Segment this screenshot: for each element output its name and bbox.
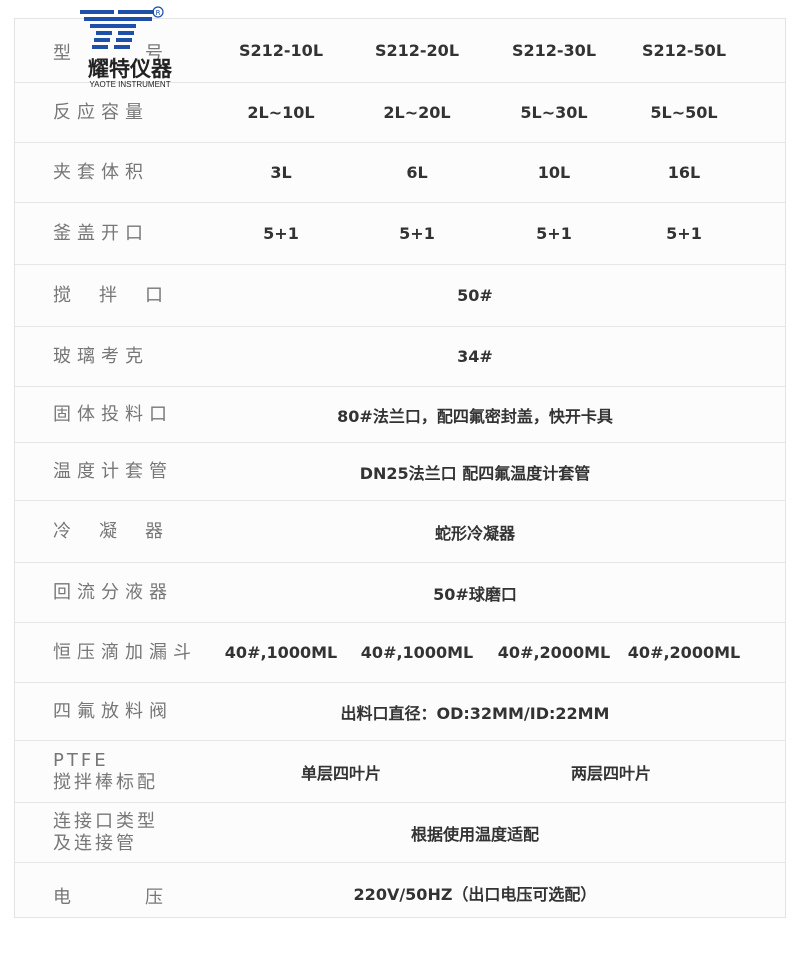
row-value: 2L~20L — [383, 103, 451, 122]
row-label: 玻璃考克 — [53, 345, 149, 367]
row-value: 5+1 — [399, 224, 435, 243]
row-label-char: 电 — [53, 887, 71, 908]
row-label-char: 冷 — [53, 520, 71, 542]
yaote-logo: R 耀特仪器 YAOTE INSTRUMENT — [80, 6, 180, 90]
row-value: 5+1 — [536, 224, 572, 243]
row-value: 出料口直径：OD:32MM/ID:22MM — [340, 703, 610, 723]
row-label-char: 压 — [145, 887, 163, 908]
row-value: 50# — [457, 286, 493, 305]
row-label: 回流分液器 — [53, 581, 173, 603]
row-label-char: 型 — [53, 43, 71, 64]
table-row: 反应容量 2L~10L 2L~20L 5L~30L 5L~50L — [15, 83, 785, 143]
table-row: 四氟放料阀 出料口直径：OD:32MM/ID:22MM — [15, 683, 785, 741]
row-value: 34# — [457, 347, 493, 366]
row-value: 单层四叶片 — [300, 763, 381, 783]
table-row: 釜盖开口 5+1 5+1 5+1 5+1 — [15, 203, 785, 265]
table-row: 玻璃考克 34# — [15, 327, 785, 387]
row-label-line: 搅拌棒标配 — [53, 771, 158, 793]
row-value: 80#法兰口，配四氟密封盖，快开卡具 — [337, 406, 613, 426]
row-label: 连接口类型 及连接管 — [53, 803, 158, 862]
row-value: 40#,1000ML — [360, 643, 474, 662]
row-value: 根据使用温度适配 — [410, 824, 539, 844]
row-value: 蛇形冷凝器 — [434, 523, 515, 543]
row-label: 型号 — [53, 19, 163, 82]
row-value: S212-30L — [511, 41, 597, 60]
table-row: 回流分液器 50#球磨口 — [15, 563, 785, 623]
row-value: 5L~50L — [650, 103, 718, 122]
svg-text:YAOTE INSTRUMENT: YAOTE INSTRUMENT — [89, 80, 170, 89]
row-label-char: 凝 — [99, 520, 117, 542]
row-label: PTFE 搅拌棒标配 — [53, 741, 158, 802]
row-value: 10L — [537, 163, 571, 182]
row-value: 40#,2000ML — [497, 643, 611, 662]
row-label: 温度计套管 — [53, 460, 173, 482]
table-row: PTFE 搅拌棒标配 单层四叶片 两层四叶片 — [15, 741, 785, 803]
table-row: 夹套体积 3L 6L 10L 16L — [15, 143, 785, 203]
svg-text:耀特仪器: 耀特仪器 — [88, 57, 173, 81]
row-label-line: 及连接管 — [53, 832, 137, 854]
row-value: 40#,2000ML — [627, 643, 741, 662]
row-label: 搅拌口 — [53, 265, 163, 326]
row-value: 6L — [406, 163, 428, 182]
row-label: 恒压滴加漏斗 — [53, 641, 197, 663]
row-label: 釜盖开口 — [53, 222, 149, 244]
table-row: 型号 S212-10L S212-20L S212-30L S212-50L — [15, 19, 785, 83]
row-label: 冷凝器 — [53, 501, 163, 562]
table-row: 冷 凝 器 蛇形冷凝器 — [15, 501, 785, 563]
row-label: 电压 — [53, 863, 163, 919]
row-value: DN25法兰口 配四氟温度计套管 — [359, 463, 591, 483]
row-label: 四氟放料阀 — [53, 700, 173, 722]
row-value: 两层四叶片 — [570, 763, 651, 783]
spec-table: 型号 S212-10L S212-20L S212-30L S212-50L 反应容量 2L… — [14, 18, 786, 918]
svg-text:R: R — [156, 9, 161, 17]
row-label-char: 搅 — [53, 284, 71, 306]
row-value: 220V/50HZ（出口电压可选配） — [353, 885, 597, 904]
row-value: 50#球磨口 — [433, 584, 517, 604]
row-label-char: 拌 — [99, 284, 117, 306]
table-row: 温度计套管 DN25法兰口 配四氟温度计套管 — [15, 443, 785, 501]
table-row: 搅 拌 口 50# — [15, 265, 785, 327]
table-row: 恒压滴加漏斗 40#,1000ML 40#,1000ML 40#,2000ML 40#,… — [15, 623, 785, 683]
table-row: 连接口类型 及连接管 根据使用温度适配 — [15, 803, 785, 863]
row-label: 固体投料口 — [53, 403, 173, 425]
row-value: 40#,1000ML — [224, 643, 338, 662]
row-value: 5L~30L — [520, 103, 588, 122]
row-label: 反应容量 — [53, 101, 149, 123]
row-value: 5+1 — [263, 224, 299, 243]
table-row: 固体投料口 80#法兰口，配四氟密封盖，快开卡具 — [15, 387, 785, 443]
row-value: S212-50L — [641, 41, 727, 60]
row-label-line: 连接口类型 — [53, 810, 158, 832]
row-value: 16L — [667, 163, 701, 182]
table-row: 电压 220V/50HZ（出口电压可选配） — [15, 863, 785, 919]
row-label-char: 器 — [145, 520, 163, 542]
row-value: S212-20L — [374, 41, 460, 60]
row-value: S212-10L — [238, 41, 324, 60]
row-value: 5+1 — [666, 224, 702, 243]
row-label-line: PTFE — [53, 749, 109, 771]
row-label: 夹套体积 — [53, 161, 149, 183]
row-value: 3L — [270, 163, 292, 182]
row-label-char: 口 — [145, 284, 163, 306]
row-label-char: 号 — [145, 43, 163, 64]
row-value: 2L~10L — [247, 103, 315, 122]
